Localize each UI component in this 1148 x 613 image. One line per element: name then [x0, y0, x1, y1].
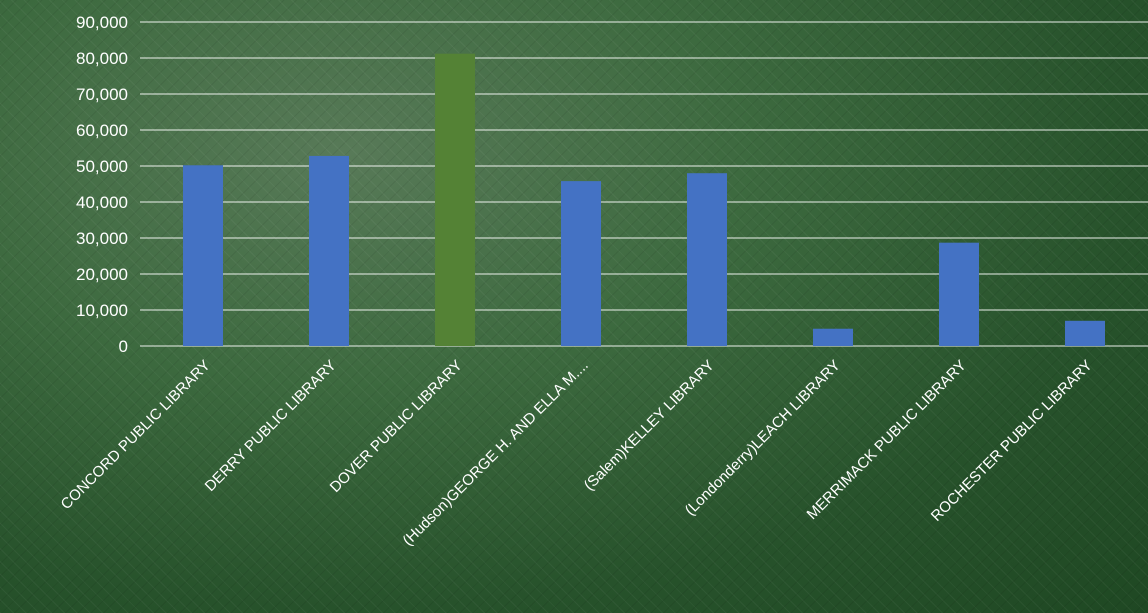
- bar: [309, 155, 349, 346]
- y-tick-label: 90,000: [76, 13, 128, 32]
- bar: [687, 173, 727, 346]
- x-category-label: (Salem)KELLEY LIBRARY: [581, 357, 718, 494]
- bar: [939, 242, 979, 346]
- gridlines: [140, 21, 1148, 347]
- bar: [1065, 320, 1105, 346]
- bar: [561, 181, 601, 346]
- x-category-label: DOVER PUBLIC LIBRARY: [327, 357, 466, 496]
- y-tick-label: 0: [119, 337, 128, 356]
- y-tick-label: 50,000: [76, 157, 128, 176]
- bar: [183, 165, 223, 346]
- y-tick-label: 10,000: [76, 301, 128, 320]
- x-category-label: DERRY PUBLIC LIBRARY: [202, 357, 340, 495]
- x-category-label: CONCORD PUBLIC LIBRARY: [58, 357, 214, 513]
- y-axis-tick-labels: 0 10,000 20,000 30,000 40,000 50,000 60,000 70,…: [76, 13, 128, 356]
- y-tick-label: 30,000: [76, 229, 128, 248]
- bars: [183, 53, 1105, 347]
- y-tick-label: 70,000: [76, 85, 128, 104]
- bar: [813, 328, 853, 346]
- y-tick-label: 80,000: [76, 49, 128, 68]
- bar: [435, 53, 475, 347]
- y-tick-label: 40,000: [76, 193, 128, 212]
- y-tick-label: 20,000: [76, 265, 128, 284]
- y-tick-label: 60,000: [76, 121, 128, 140]
